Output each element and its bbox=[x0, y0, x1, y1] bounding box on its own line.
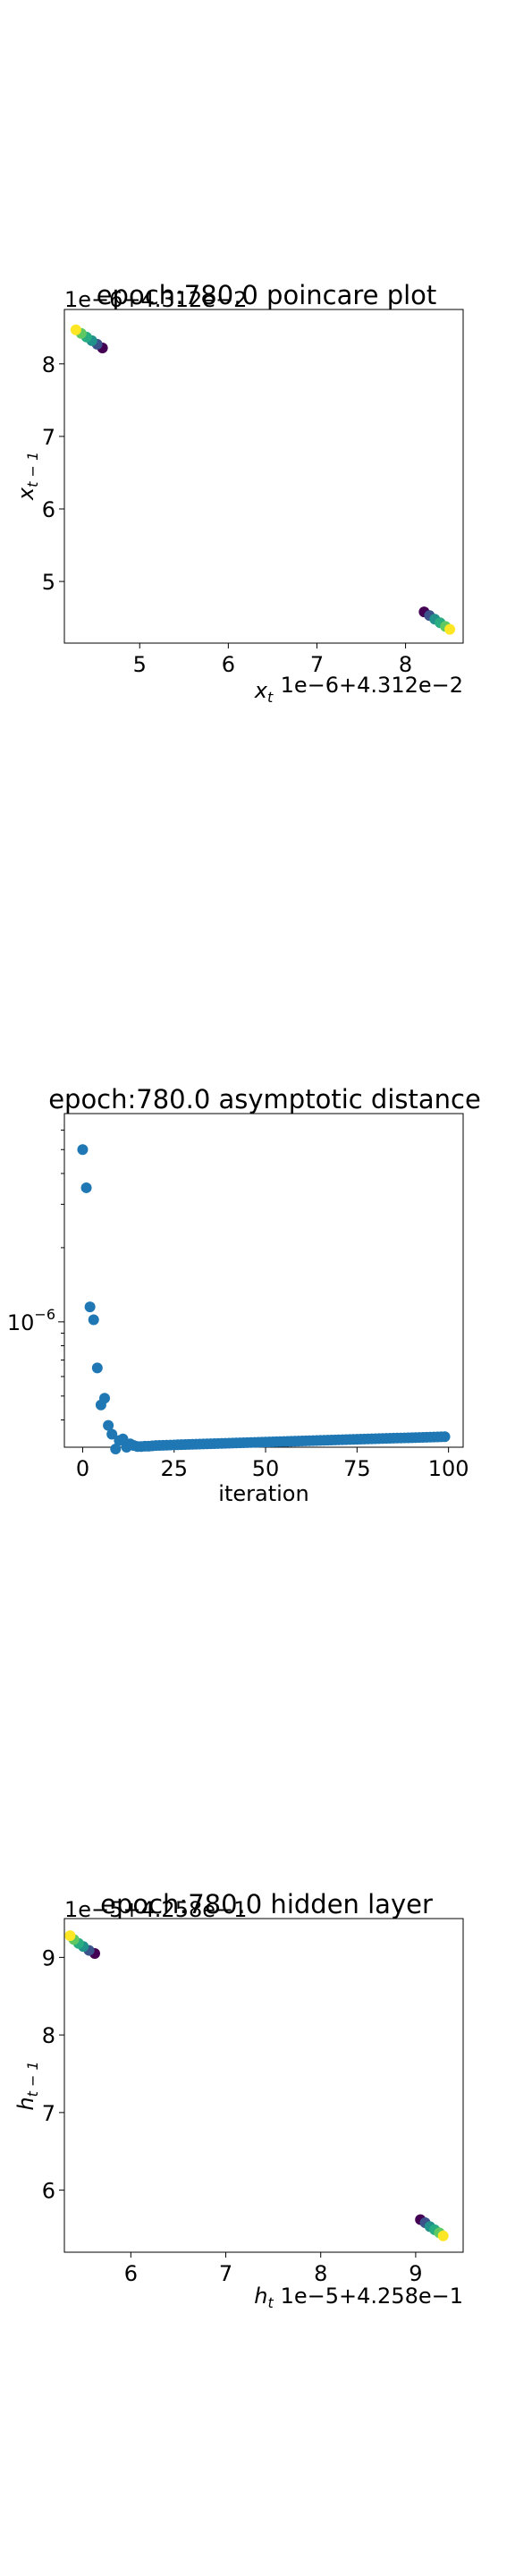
x-tick-label: 7 bbox=[310, 652, 324, 677]
data-point bbox=[80, 1182, 92, 1193]
x-tick-label: 5 bbox=[133, 652, 147, 677]
y-tick-label: 6 bbox=[42, 2179, 55, 2204]
x-tick-label: 50 bbox=[252, 1456, 280, 1481]
x-tick-label: 7 bbox=[219, 2261, 232, 2286]
distance-x-ticks: 0 25 50 75 100 bbox=[76, 1447, 469, 1481]
hidden-x-label: ht bbox=[254, 2284, 274, 2311]
distance-y-ticks: 10−6 bbox=[7, 1129, 64, 1420]
data-point bbox=[84, 1301, 96, 1313]
x-tick-label: 8 bbox=[399, 652, 412, 677]
hidden-offset-text-y: 1e−5+4.258e−1 bbox=[64, 1897, 247, 1922]
data-point bbox=[77, 1144, 89, 1156]
poincare-y-ticks: 5 6 7 8 bbox=[42, 352, 64, 595]
x-tick-label: 6 bbox=[124, 2261, 138, 2286]
x-tick-label: 0 bbox=[76, 1456, 89, 1481]
data-point bbox=[91, 1362, 103, 1374]
distance-points bbox=[77, 1144, 451, 1454]
hidden-points bbox=[64, 1930, 449, 2241]
data-point bbox=[106, 1428, 118, 1440]
poincare-offset-text-y: 1e−6+4.312e−2 bbox=[64, 287, 247, 312]
data-point bbox=[444, 623, 456, 635]
hidden-offset-text-x: 1e−5+4.258e−1 bbox=[281, 2284, 463, 2309]
y-tick-label: 8 bbox=[42, 352, 55, 377]
y-tick-label: 9 bbox=[42, 1945, 55, 1970]
poincare-x-label: xt bbox=[254, 678, 274, 706]
y-tick-label: 5 bbox=[42, 570, 55, 595]
y-tick-label: 7 bbox=[42, 2101, 55, 2126]
y-tick-label: 10−6 bbox=[7, 1306, 55, 1335]
x-tick-label: 8 bbox=[314, 2261, 327, 2286]
distance-x-label: iteration bbox=[218, 1481, 308, 1506]
data-point bbox=[88, 1314, 99, 1326]
x-tick-label: 25 bbox=[160, 1456, 188, 1481]
y-tick-label: 7 bbox=[42, 425, 55, 450]
hidden-y-label: ht − 1 bbox=[13, 2061, 41, 2110]
distance-chart: epoch:780.0 asymptotic distance 0 25 50 75 1… bbox=[7, 1084, 481, 1506]
poincare-offset-text-x: 1e−6+4.312e−2 bbox=[281, 673, 463, 698]
distance-title: epoch:780.0 asymptotic distance bbox=[48, 1084, 481, 1114]
data-point bbox=[64, 1930, 76, 1942]
data-point bbox=[99, 1393, 111, 1404]
poincare-axes-frame bbox=[63, 309, 464, 644]
hidden-title: epoch:780.0 hidden layer bbox=[100, 1889, 433, 1919]
poincare-x-ticks: 5 6 7 8 bbox=[133, 643, 412, 677]
distance-axes-frame bbox=[63, 1113, 464, 1448]
data-point bbox=[439, 1431, 451, 1443]
x-tick-label: 100 bbox=[428, 1456, 469, 1481]
data-point bbox=[110, 1443, 122, 1454]
y-tick-label: 6 bbox=[42, 497, 55, 522]
poincare-y-label: xt − 1 bbox=[13, 452, 41, 501]
x-tick-label: 75 bbox=[343, 1456, 371, 1481]
hidden-chart: epoch:780.0 hidden layer 1e−5+4.258e−1 6… bbox=[13, 1889, 464, 2311]
data-point bbox=[103, 1419, 114, 1431]
x-tick-label: 9 bbox=[409, 2261, 422, 2286]
data-point bbox=[70, 324, 81, 335]
poincare-chart: epoch:780.0 poincare plot 1e−6+4.312e−2 … bbox=[13, 280, 464, 706]
y-tick-label: 8 bbox=[42, 2023, 55, 2048]
hidden-axes-frame bbox=[63, 1918, 464, 2253]
poincare-title: epoch:780.0 poincare plot bbox=[97, 280, 437, 310]
hidden-x-ticks: 6 7 8 9 bbox=[124, 2252, 423, 2286]
data-point bbox=[437, 2230, 449, 2241]
poincare-points bbox=[70, 324, 456, 635]
x-tick-label: 6 bbox=[222, 652, 235, 677]
hidden-y-ticks: 6 7 8 9 bbox=[42, 1945, 64, 2204]
